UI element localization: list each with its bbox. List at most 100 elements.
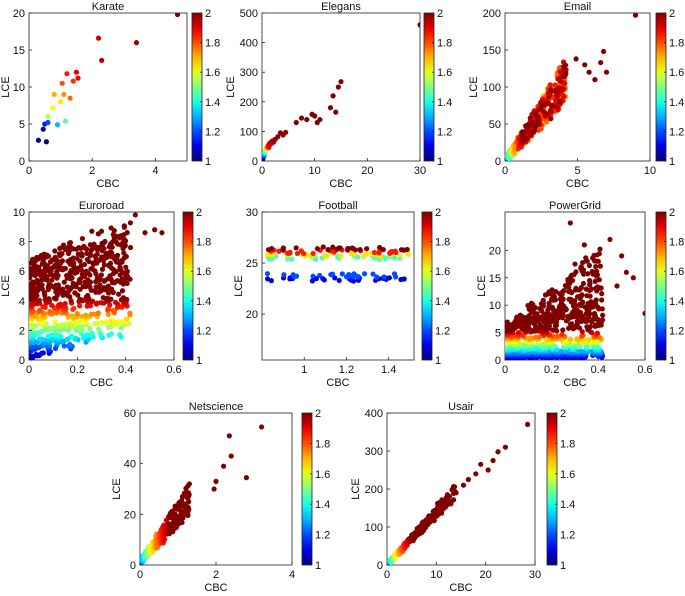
chart-title: Elegans [321,1,361,13]
data-point [47,308,53,315]
data-point [118,258,125,264]
data-point [94,251,100,257]
data-point [89,298,96,304]
data-point [211,486,217,492]
data-point [392,255,398,261]
data-point [68,268,74,274]
data-point [73,326,79,333]
data-point [304,116,310,123]
x-axis-label: CBC [204,582,227,594]
colorbar-gradient [191,12,203,162]
data-point [40,304,46,310]
data-point [599,297,605,303]
panel-karate: 0 2 4 0 5 10 15 20 Karate CBC LCE 1 1.2 1.4 1.6 1.8 2 [0,1,220,190]
data-point [374,274,380,280]
data-point [34,277,40,283]
data-point [62,300,68,307]
data-point [113,239,119,245]
y-tick-label: 400 [240,38,258,50]
data-point [61,279,67,285]
colorbar: 1 1.2 1.4 1.6 1.8 2 [182,207,211,367]
x-tick-label: 20 [480,569,492,581]
y-tick-label: 60 [124,408,136,420]
data-point [593,297,599,303]
data-point [532,320,538,326]
data-point [581,242,587,248]
data-point [517,323,524,330]
data-point [522,315,528,321]
data-point [117,272,123,278]
colorbar-tick-label: 2 [435,207,441,219]
data-point [370,271,376,277]
data-point [553,318,560,324]
y-tick-label: 10 [13,82,25,94]
colorbar-tick-label: 1.4 [669,97,684,109]
data-point [119,288,126,294]
data-point [33,313,40,319]
data-point [174,13,181,18]
data-point [355,254,361,260]
data-point [91,241,97,247]
data-point [84,256,90,263]
data-point [79,253,85,259]
colorbar-tick-label: 1.2 [669,126,684,138]
data-point [614,283,620,289]
data-point [127,244,134,251]
data-point [560,296,566,302]
points [505,220,645,360]
data-point [96,289,102,295]
data-point [338,79,344,85]
data-point [33,351,39,358]
data-point [519,133,525,140]
data-point [47,268,53,274]
data-point [502,444,508,450]
data-point [226,433,232,439]
data-point [51,273,58,279]
data-point [586,278,593,284]
data-point [592,323,598,329]
data-point [579,329,585,335]
data-point [587,282,593,288]
data-point [88,247,94,253]
colorbar-tick-label: 1 [669,156,675,168]
data-point [67,286,73,292]
colorbar: 1 1.2 1.4 1.6 1.8 2 [546,408,575,572]
data-point [586,337,592,343]
data-point [543,327,549,333]
data-point [228,453,234,459]
data-point [354,273,360,279]
data-point [280,246,286,253]
data-point [327,105,334,111]
colorbar: 1 1.2 1.4 1.6 1.8 2 [191,8,220,168]
data-point [425,521,431,528]
data-point [44,325,50,331]
data-point [67,320,73,326]
data-point [83,312,89,318]
data-point [81,273,88,279]
data-point [76,277,83,283]
y-tick-label: 8 [19,237,25,249]
y-tick-label: 0 [377,560,383,572]
data-point [387,250,393,256]
chart-title: Netscience [189,401,243,413]
y-tick-label: 0 [19,355,25,367]
data-point [527,305,533,311]
data-point [291,273,297,280]
data-point [61,343,67,349]
data-point [586,69,592,75]
y-tick-label: 0 [19,156,25,168]
colorbar-tick-label: 2 [560,408,566,420]
data-point [522,324,528,330]
data-point [548,116,554,122]
data-point [549,102,555,109]
colorbar-tick-label: 1 [315,560,321,572]
data-point [293,119,299,126]
y-tick-label: 20 [124,509,136,521]
data-point [101,262,107,268]
data-point [405,251,411,257]
colorbar-tick-label: 1 [560,560,566,572]
data-point [294,250,301,257]
y-tick-label: 4 [19,296,25,308]
x-tick-label: 0 [502,165,508,177]
x-tick-label: 0.4 [591,364,606,376]
